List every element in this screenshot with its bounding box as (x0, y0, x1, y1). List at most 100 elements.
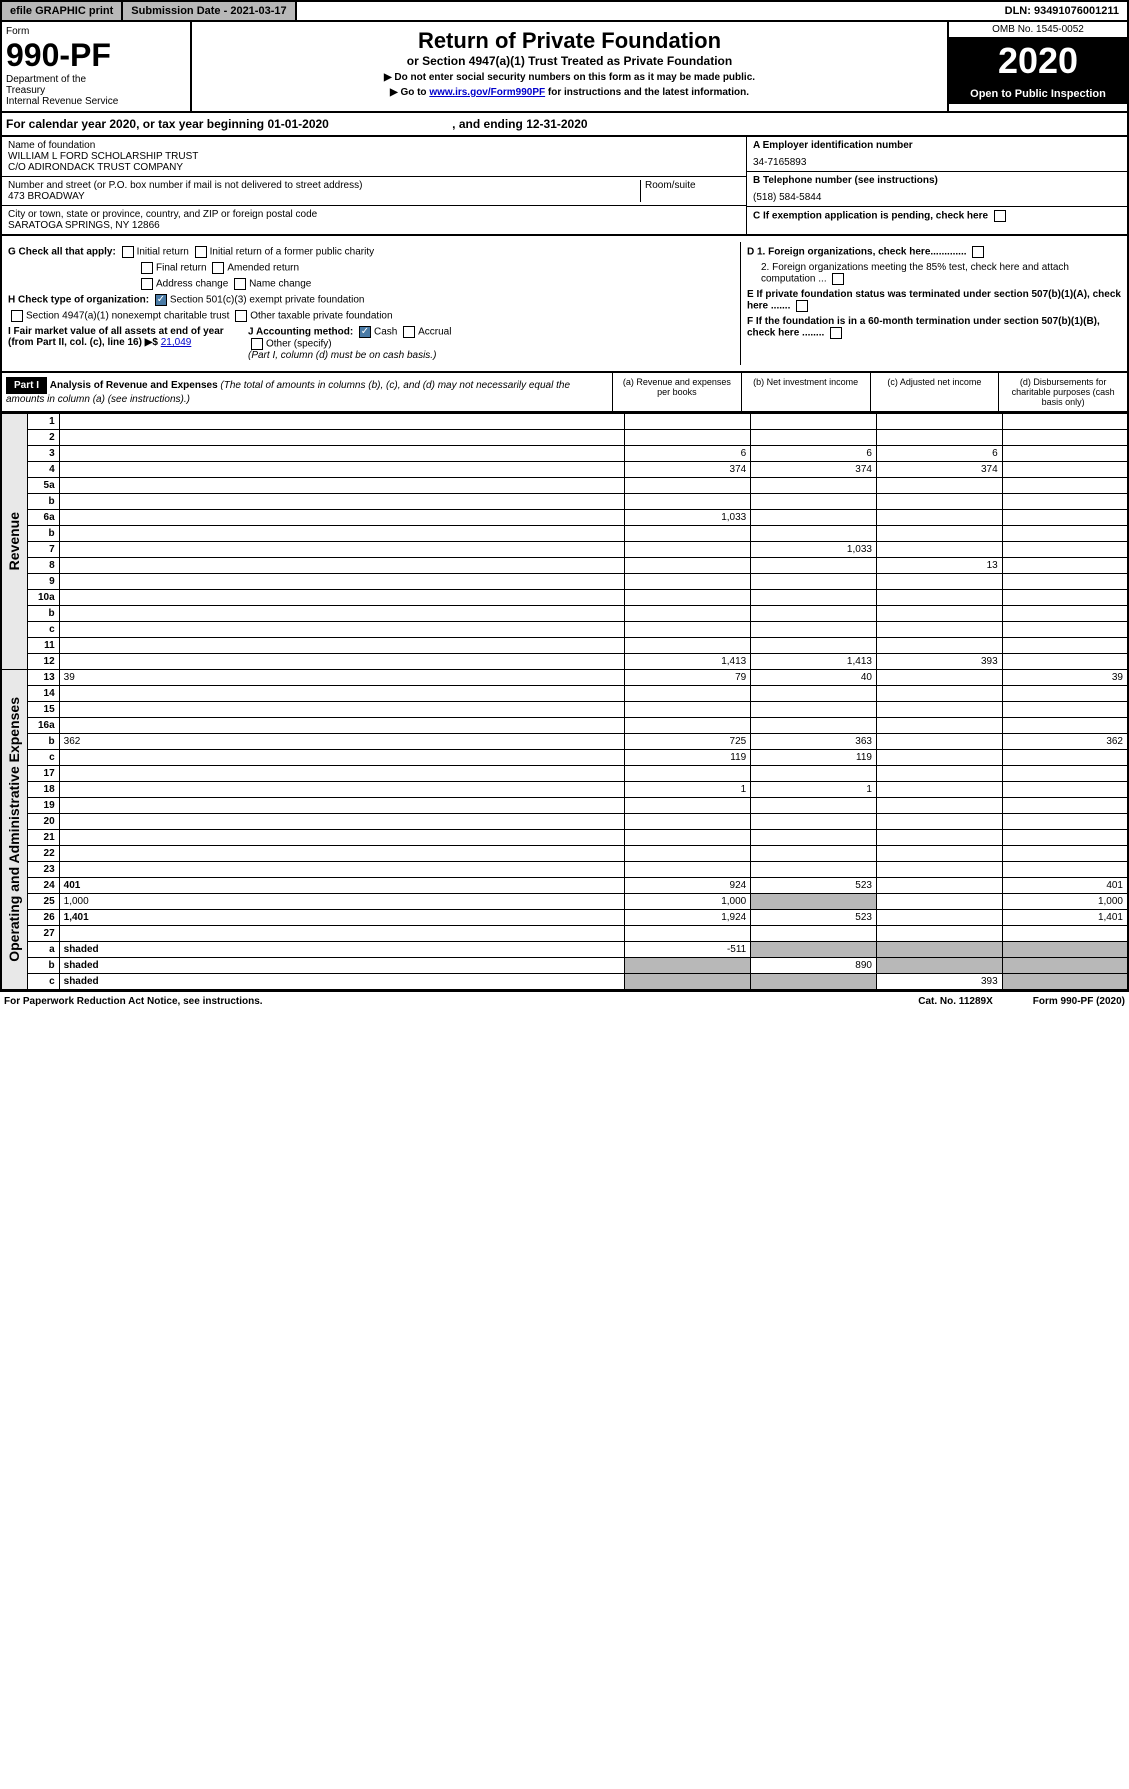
form-label: Form (6, 26, 186, 37)
row-num: 6a (28, 510, 59, 526)
submission-date: Submission Date - 2021-03-17 (123, 2, 296, 20)
check-final[interactable] (141, 262, 153, 274)
cell-c (876, 750, 1002, 766)
check-right: D 1. Foreign organizations, check here..… (741, 242, 1121, 365)
cell-d (1002, 942, 1128, 958)
row-desc (59, 766, 625, 782)
cell-c (876, 942, 1002, 958)
row-desc (59, 494, 625, 510)
check-other-taxable[interactable] (235, 310, 247, 322)
check-initial[interactable] (122, 246, 134, 258)
row-num: b (28, 734, 59, 750)
check-e[interactable] (796, 300, 808, 312)
row-desc (59, 510, 625, 526)
cell-c (876, 830, 1002, 846)
cell-d (1002, 542, 1128, 558)
main-table: Revenue12366643743743745ab6a1,033b71,033… (0, 413, 1129, 991)
check-f[interactable] (830, 327, 842, 339)
cell-d: 401 (1002, 878, 1128, 894)
check-amended[interactable] (212, 262, 224, 274)
check-other-accounting[interactable] (251, 338, 263, 350)
cell-a (625, 622, 751, 638)
tax-year: 2020 (949, 38, 1127, 84)
cell-a (625, 830, 751, 846)
cell-c (876, 894, 1002, 910)
check-accrual[interactable] (403, 326, 415, 338)
cell-b (751, 686, 877, 702)
form-title: Return of Private Foundation (198, 28, 941, 54)
cell-b (751, 942, 877, 958)
efile-print-btn[interactable]: efile GRAPHIC print (2, 2, 123, 20)
cell-c (876, 414, 1002, 430)
cell-c (876, 846, 1002, 862)
check-501c3[interactable] (155, 294, 167, 306)
cell-d (1002, 574, 1128, 590)
omb-number: OMB No. 1545-0052 (949, 22, 1127, 38)
cell-c (876, 702, 1002, 718)
check-d2[interactable] (832, 273, 844, 285)
row-desc (59, 478, 625, 494)
row-num: 10a (28, 590, 59, 606)
form-header: Form 990-PF Department of the Treasury I… (0, 22, 1129, 113)
row-desc (59, 590, 625, 606)
cell-a (625, 814, 751, 830)
row-num: 15 (28, 702, 59, 718)
row-desc (59, 718, 625, 734)
row-num: 20 (28, 814, 59, 830)
cell-c (876, 798, 1002, 814)
row-desc: 1,401 (59, 910, 625, 926)
row-num: a (28, 942, 59, 958)
check-cash[interactable] (359, 326, 371, 338)
cell-c (876, 574, 1002, 590)
cell-b (751, 846, 877, 862)
cell-d (1002, 430, 1128, 446)
cell-c (876, 718, 1002, 734)
cell-c (876, 430, 1002, 446)
top-bar: efile GRAPHIC print Submission Date - 20… (0, 0, 1129, 22)
cell-d (1002, 590, 1128, 606)
dln: DLN: 93491076001211 (997, 2, 1127, 20)
cell-d (1002, 686, 1128, 702)
check-4947[interactable] (11, 310, 23, 322)
irs-link[interactable]: www.irs.gov/Form990PF (429, 87, 545, 98)
cell-c (876, 814, 1002, 830)
cell-d (1002, 782, 1128, 798)
cell-d: 39 (1002, 670, 1128, 686)
row-desc (59, 446, 625, 462)
info-right: A Employer identification number 34-7165… (747, 137, 1127, 234)
check-initial-former[interactable] (195, 246, 207, 258)
cell-d (1002, 462, 1128, 478)
row-desc: shaded (59, 958, 625, 974)
row-desc (59, 606, 625, 622)
check-c[interactable] (994, 210, 1006, 222)
footer-left: For Paperwork Reduction Act Notice, see … (4, 996, 263, 1007)
cell-b: 363 (751, 734, 877, 750)
cell-c: 6 (876, 446, 1002, 462)
note-1: ▶ Do not enter social security numbers o… (198, 72, 941, 83)
check-d1[interactable] (972, 246, 984, 258)
row-num: 3 (28, 446, 59, 462)
ein: A Employer identification number 34-7165… (747, 137, 1127, 172)
exemption-pending: C If exemption application is pending, c… (747, 207, 1127, 225)
check-address[interactable] (141, 278, 153, 290)
cell-b (751, 494, 877, 510)
col-c-header: (c) Adjusted net income (870, 373, 999, 411)
row-desc (59, 654, 625, 670)
footer-right: Form 990-PF (2020) (1033, 996, 1125, 1007)
form-subtitle: or Section 4947(a)(1) Trust Treated as P… (198, 54, 941, 68)
check-name[interactable] (234, 278, 246, 290)
cell-a (625, 926, 751, 942)
row-num: b (28, 958, 59, 974)
calendar-year-row: For calendar year 2020, or tax year begi… (0, 113, 1129, 137)
cell-d: 1,401 (1002, 910, 1128, 926)
cell-b: 374 (751, 462, 877, 478)
cell-c (876, 526, 1002, 542)
cell-c: 13 (876, 558, 1002, 574)
part1-header: Part I Analysis of Revenue and Expenses … (0, 373, 1129, 413)
col-d-header: (d) Disbursements for charitable purpose… (998, 373, 1127, 411)
row-desc (59, 686, 625, 702)
row-desc (59, 526, 625, 542)
dept-1: Department of the (6, 74, 186, 85)
cell-a (625, 846, 751, 862)
cell-c (876, 638, 1002, 654)
